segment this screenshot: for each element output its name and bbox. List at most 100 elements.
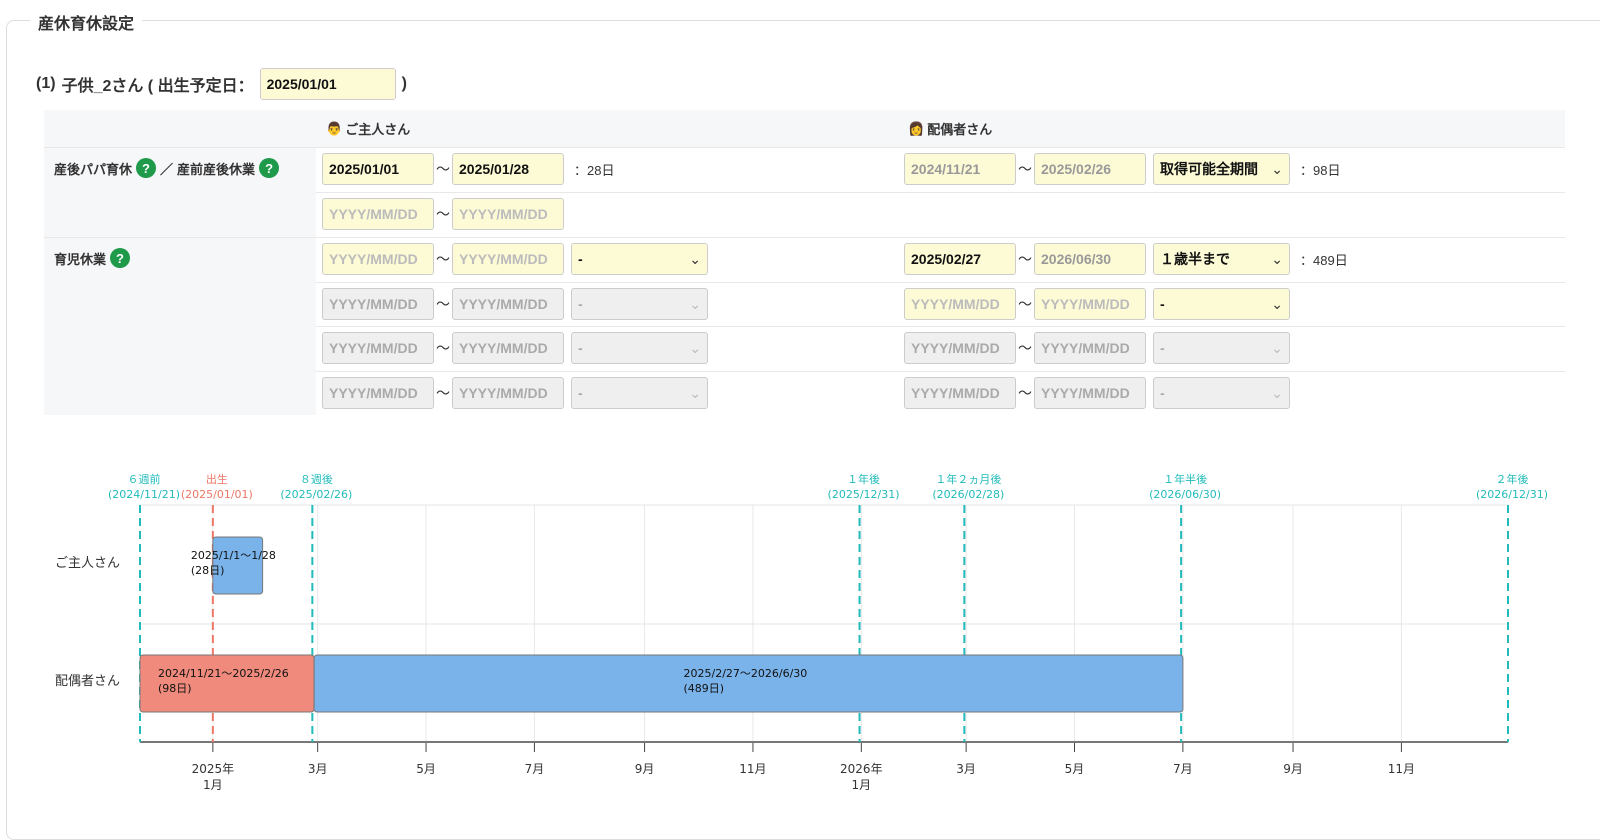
spouse-paternity-period: 2024/11/21 〜 2025/02/26 取得可能全期間 ⌄ ：98日: [904, 153, 1340, 185]
table-row: [316, 192, 1565, 237]
tick-label: 9月: [1283, 762, 1303, 776]
start-date-input[interactable]: YYYY/MM/DD: [322, 332, 434, 364]
husband-childcare-period: YYYY/MM/DD 〜 YYYY/MM/DD - ⌄: [322, 377, 708, 409]
period-select[interactable]: - ⌄: [1153, 288, 1290, 320]
chevron-down-icon: ⌄: [1271, 160, 1283, 177]
end-date-input[interactable]: 2026/06/30: [1034, 243, 1146, 275]
end-date-input[interactable]: YYYY/MM/DD: [452, 377, 564, 409]
spouse-childcare-period: YYYY/MM/DD 〜 YYYY/MM/DD - ⌄: [904, 377, 1290, 409]
start-date-input[interactable]: 2025/01/01: [322, 153, 434, 185]
childcare-label: 育児休業: [54, 251, 107, 267]
milestone-label: 出生: [206, 472, 228, 486]
bar-days: (489日): [684, 682, 725, 695]
table-row: [316, 237, 1565, 282]
end-date-input[interactable]: YYYY/MM/DD: [452, 332, 564, 364]
tilde-separator: 〜: [1018, 340, 1032, 356]
chevron-down-icon: ⌄: [1271, 339, 1283, 356]
period-select[interactable]: - ⌄: [571, 288, 708, 320]
table-row: [316, 371, 1565, 416]
milestone-label: ６週前: [128, 472, 161, 486]
help-icon[interactable]: ?: [110, 248, 131, 268]
tick-label: 11月: [739, 762, 766, 776]
bar-label: 2025/1/1〜1/28: [191, 549, 276, 562]
period-select[interactable]: - ⌄: [571, 377, 708, 409]
tilde-separator: 〜: [436, 161, 450, 177]
husband-paternity-period: 2025/01/01 〜 2025/01/28 ：28日: [322, 153, 614, 185]
leave-table: 👨 ご主人さん 👩 配偶者さん 産後パパ育休? ／産前産後休業? 育児休業? 2025…: [44, 110, 1565, 416]
row-label-paternity: 産後パパ育休? ／産前産後休業?: [44, 147, 316, 237]
spouse-avatar-icon: 👩: [908, 120, 925, 136]
end-date-input[interactable]: YYYY/MM/DD: [1034, 332, 1146, 364]
husband-childcare-period: YYYY/MM/DD 〜 YYYY/MM/DD - ⌄: [322, 332, 708, 364]
start-date-input[interactable]: YYYY/MM/DD: [904, 288, 1016, 320]
spouse-childcare-period: YYYY/MM/DD 〜 YYYY/MM/DD - ⌄: [904, 332, 1290, 364]
spouse-childcare-period: YYYY/MM/DD 〜 YYYY/MM/DD - ⌄: [904, 288, 1290, 320]
milestone-label: ８週後: [300, 472, 333, 486]
start-date-input[interactable]: 2024/11/21: [904, 153, 1016, 185]
milestone-date: (2026/06/30): [1149, 488, 1221, 501]
tilde-separator: 〜: [436, 206, 450, 222]
husband-childcare-period: YYYY/MM/DD 〜 YYYY/MM/DD - ⌄: [322, 243, 708, 275]
days-count: ：98日: [1300, 162, 1341, 178]
tilde-separator: 〜: [436, 251, 450, 267]
start-date-input[interactable]: YYYY/MM/DD: [904, 377, 1016, 409]
tick-label: 3月: [956, 762, 976, 776]
end-date-input[interactable]: 2025/01/28: [452, 153, 564, 185]
leave-bar[interactable]: [212, 536, 264, 595]
end-date-input[interactable]: 2025/02/26: [1034, 153, 1146, 185]
start-date-input[interactable]: YYYY/MM/DD: [322, 288, 434, 320]
milestone-label: １年半後: [1163, 472, 1207, 486]
help-icon[interactable]: ?: [259, 158, 280, 178]
period-select[interactable]: - ⌄: [1153, 332, 1290, 364]
period-select-value: -: [578, 251, 583, 267]
period-select-value: -: [1160, 296, 1165, 312]
period-select[interactable]: - ⌄: [571, 243, 708, 275]
label-separator: ／: [160, 161, 174, 177]
end-date-input[interactable]: YYYY/MM/DD: [452, 198, 564, 230]
row-label: 配偶者さん: [55, 674, 120, 689]
period-select[interactable]: １歳半まで ⌄: [1153, 243, 1290, 275]
milestone-date: (2026/12/31): [1476, 488, 1548, 501]
start-date-input[interactable]: YYYY/MM/DD: [904, 332, 1016, 364]
end-date-input[interactable]: YYYY/MM/DD: [1034, 288, 1146, 320]
milestone-label: １年２ヵ月後: [935, 472, 1001, 486]
header-spouse: 👩 配偶者さん: [898, 110, 1565, 147]
period-select-value: -: [578, 340, 583, 356]
period-select[interactable]: 取得可能全期間 ⌄: [1153, 153, 1290, 185]
days-count: ：28日: [574, 162, 615, 178]
start-date-input[interactable]: YYYY/MM/DD: [322, 198, 434, 230]
end-date-input[interactable]: YYYY/MM/DD: [452, 243, 564, 275]
end-date-input[interactable]: YYYY/MM/DD: [1034, 377, 1146, 409]
bar-label: 2024/11/21〜2025/2/26: [158, 667, 289, 680]
husband-column-label: ご主人さん: [345, 122, 411, 137]
milestone-date: (2025/02/26): [280, 488, 352, 501]
milestone-label: １年後: [847, 472, 880, 486]
period-select-value: -: [1160, 340, 1165, 356]
tick-label: 5月: [1065, 762, 1085, 776]
start-date-input[interactable]: YYYY/MM/DD: [322, 377, 434, 409]
paternity-label: 産後パパ育休: [54, 161, 133, 177]
end-date-input[interactable]: YYYY/MM/DD: [452, 288, 564, 320]
table-row: [316, 147, 1565, 192]
husband-paternity-period: YYYY/MM/DD 〜 YYYY/MM/DD: [322, 198, 564, 230]
tick-label: 5月: [416, 762, 436, 776]
tick-label: 2025年: [192, 762, 235, 776]
start-date-input[interactable]: YYYY/MM/DD: [322, 243, 434, 275]
help-icon[interactable]: ?: [136, 158, 157, 178]
period-select-value: 取得可能全期間: [1160, 161, 1258, 177]
bar-days: (28日): [191, 564, 225, 577]
due-date-input[interactable]: 2025/01/01: [259, 68, 396, 100]
tilde-separator: 〜: [436, 385, 450, 401]
child-suffix: ): [401, 75, 407, 92]
chevron-down-icon: ⌄: [689, 339, 701, 356]
milestone-date: (2024/11/21): [108, 488, 180, 501]
period-select[interactable]: - ⌄: [571, 332, 708, 364]
period-select[interactable]: - ⌄: [1153, 377, 1290, 409]
milestone-date: (2025/12/31): [828, 488, 900, 501]
tilde-separator: 〜: [436, 340, 450, 356]
leave-bar[interactable]: [313, 654, 1184, 713]
period-select-value: -: [578, 296, 583, 312]
period-select-value: -: [578, 385, 583, 401]
tick-sublabel: 1月: [851, 778, 871, 792]
start-date-input[interactable]: 2025/02/27: [904, 243, 1016, 275]
